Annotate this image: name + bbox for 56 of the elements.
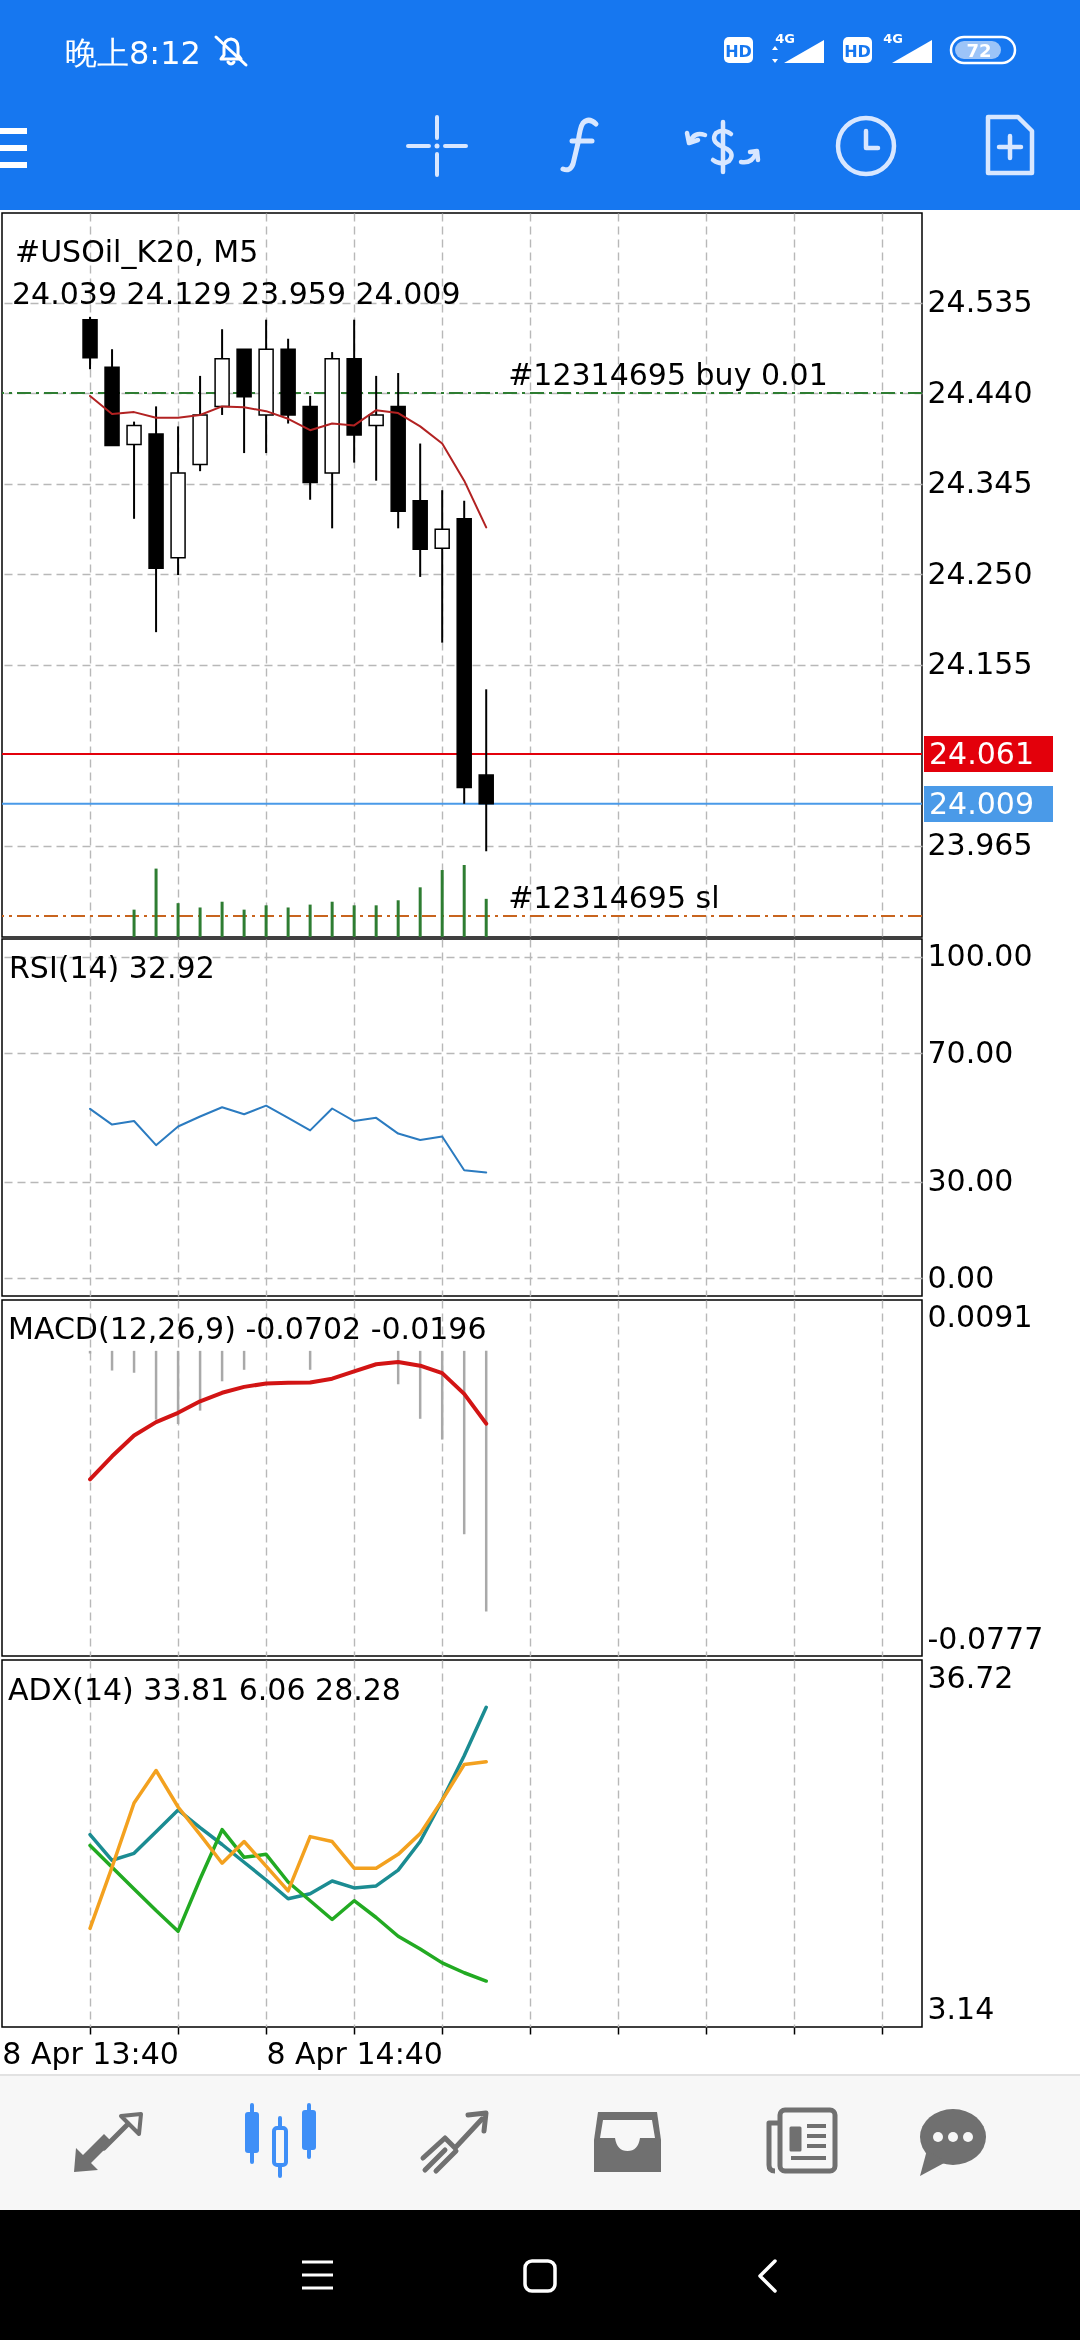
bar — [286, 907, 290, 937]
candlestick — [434, 489, 450, 644]
y-tick-label: 0.0091 — [927, 1298, 1033, 1334]
bar — [484, 898, 488, 937]
bar — [242, 909, 246, 937]
y-tick-label: 36.72 — [927, 1660, 1014, 1696]
bar — [264, 905, 268, 937]
y-tick-label: 30.00 — [927, 1163, 1014, 1199]
y-tick-label: 0.00 — [927, 1259, 995, 1295]
line-series — [88, 1760, 488, 1931]
bar — [330, 901, 334, 937]
text: 72 — [966, 40, 992, 61]
ref-line-label: #12314695 buy 0.01 — [508, 357, 828, 393]
chart-title: MACD(12,26,9) -0.0702 -0.0196 — [8, 1311, 487, 1346]
line-series — [89, 1104, 488, 1174]
ref-line-label: #12314695 sl — [508, 880, 720, 916]
line-series — [88, 1359, 489, 1482]
text: 4G — [775, 31, 795, 46]
y-tick-label: 3.14 — [927, 1991, 995, 2027]
bar — [352, 905, 356, 937]
line-series — [89, 394, 488, 529]
ref-line-label: 24.061 — [924, 736, 1053, 773]
bar — [440, 870, 444, 937]
text: 4G — [883, 31, 903, 46]
ref-line-label: 24.009 — [924, 785, 1053, 822]
candlestick — [368, 374, 384, 482]
y-tick-label: 100.00 — [927, 938, 1033, 974]
chart-title: RSI(14) 32.92 — [9, 950, 215, 985]
bar — [220, 901, 224, 937]
y-tick-label: 24.440 — [927, 374, 1033, 410]
bar — [418, 887, 422, 937]
chart-title: ADX(14) 33.81 6.06 28.28 — [8, 1672, 401, 1707]
y-tick-label: 24.250 — [927, 555, 1033, 591]
bar — [308, 904, 312, 937]
text: 晚上8:12 — [65, 34, 201, 72]
y-tick-label: -0.0777 — [927, 1620, 1044, 1656]
x-tick-label: 8 Apr 14:40 — [266, 2035, 443, 2071]
text: 24.039 24.129 23.959 24.009 — [12, 276, 461, 311]
bar — [154, 868, 158, 937]
candlestick — [126, 420, 142, 520]
text: HD — [725, 42, 752, 61]
y-tick-label: 24.535 — [927, 284, 1033, 320]
bar — [198, 907, 202, 937]
bar — [374, 905, 378, 937]
x-tick-label: 8 Apr 13:40 — [2, 2035, 179, 2071]
bar — [132, 909, 136, 937]
y-tick-label: 70.00 — [927, 1034, 1014, 1070]
y-tick-label: 23.965 — [927, 827, 1033, 863]
y-tick-label: 24.155 — [927, 646, 1033, 682]
bar — [462, 865, 466, 937]
text: HD — [844, 42, 871, 61]
y-tick-label: 24.345 — [927, 465, 1033, 501]
bar — [176, 903, 180, 937]
line-series — [88, 1827, 488, 1983]
text: #USOil_K20, M5 — [15, 234, 259, 269]
bar — [396, 900, 400, 937]
